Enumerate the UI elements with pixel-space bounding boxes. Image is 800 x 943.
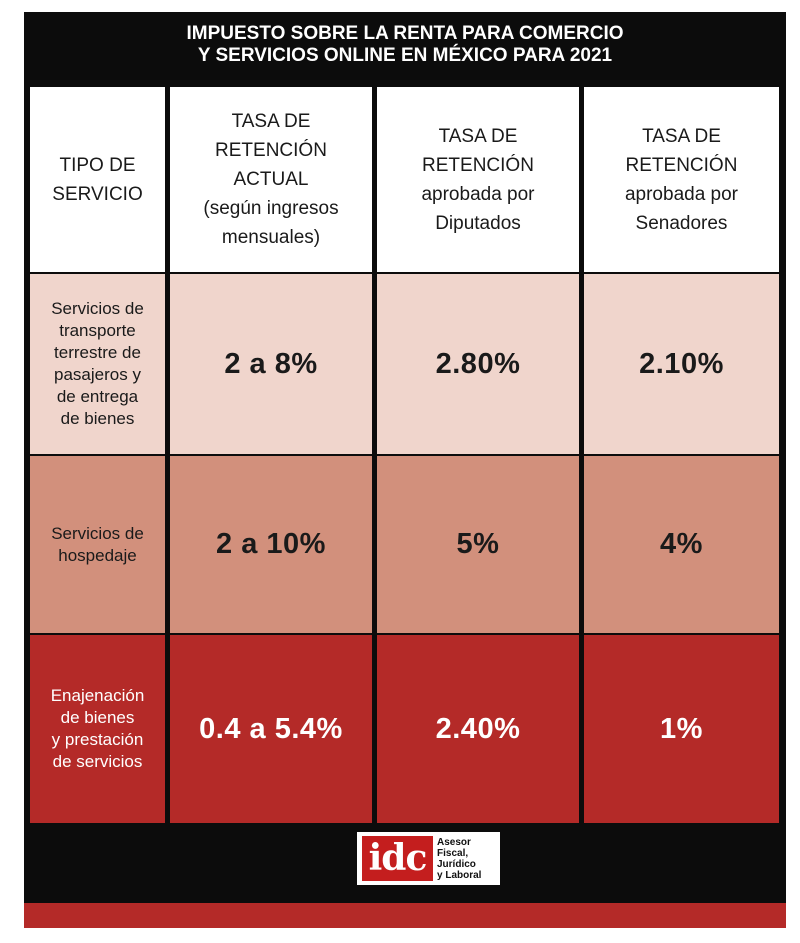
- header-text: RETENCIÓN: [215, 140, 327, 161]
- row-1-tasa-diputados: 2.80%: [377, 274, 579, 454]
- service-text: transporte: [59, 321, 136, 340]
- header-tipo-servicio: TIPO DE SERVICIO: [30, 87, 165, 272]
- title-line-1: IMPUESTO SOBRE LA RENTA PARA COMERCIO: [186, 23, 624, 44]
- header-text: TIPO DE: [59, 154, 136, 176]
- row-2-tasa-diputados: 5%: [377, 456, 579, 633]
- infographic-frame: IMPUESTO SOBRE LA RENTA PARA COMERCIO Y …: [24, 12, 786, 928]
- service-text: de servicios: [52, 752, 143, 771]
- logo-line: y Laboral: [437, 869, 482, 881]
- service-text: Enajenación: [50, 686, 145, 705]
- row-2-tasa-senadores: 4%: [584, 456, 779, 633]
- header-text: ACTUAL: [233, 169, 309, 190]
- header-text: SERVICIO: [52, 183, 143, 205]
- row-3-service: Enajenación de bienes y prestación de se…: [30, 635, 165, 823]
- header-tasa-diputados: TASA DE RETENCIÓN aprobada por Diputados: [377, 87, 579, 272]
- logo-line: Fiscal,: [437, 847, 469, 859]
- service-text: hospedaje: [58, 545, 137, 565]
- service-text: Servicios de: [51, 523, 144, 543]
- header-text: TASA DE: [642, 125, 721, 147]
- row-2-service: Servicios de hospedaje: [30, 456, 165, 633]
- service-text: y prestación: [51, 730, 144, 749]
- header-text: (según ingresos: [203, 198, 339, 219]
- header-tasa-senadores: TASA DE RETENCIÓN aprobada por Senadores: [584, 87, 779, 272]
- idc-logo-mark: idc: [362, 836, 433, 881]
- logo-line: Asesor: [437, 836, 471, 848]
- service-text: Servicios de: [51, 299, 144, 318]
- row-1-tasa-actual: 2 a 8%: [170, 274, 372, 454]
- header-text: mensuales): [221, 227, 321, 248]
- header-text: aprobada por: [421, 183, 535, 205]
- row-1-tasa-senadores: 2.10%: [584, 274, 779, 454]
- row-3-tasa-senadores: 1%: [584, 635, 779, 823]
- service-text: de entrega: [56, 387, 139, 406]
- idc-logo: idc Asesor Fiscal, Jurídico y Laboral: [357, 832, 500, 885]
- row-3-tasa-actual: 0.4 a 5.4%: [170, 635, 372, 823]
- header-text: TASA DE: [438, 125, 518, 147]
- header-tasa-actual: TASA DE RETENCIÓN ACTUAL (según ingresos…: [170, 87, 372, 272]
- header-text: Diputados: [435, 212, 521, 234]
- logo-line: Jurídico: [437, 858, 476, 870]
- bottom-red-bar: [24, 903, 786, 928]
- header-text: RETENCIÓN: [422, 154, 534, 176]
- service-text: de bienes: [60, 409, 135, 428]
- row-2-tasa-actual: 2 a 10%: [170, 456, 372, 633]
- header-text: aprobada por: [624, 183, 739, 205]
- title-line-2: Y SERVICIOS ONLINE EN MÉXICO PARA 2021: [197, 45, 613, 66]
- service-text: terrestre de: [54, 343, 141, 362]
- service-text: de bienes: [60, 708, 135, 727]
- header-text: RETENCIÓN: [625, 154, 738, 176]
- row-3-tasa-diputados: 2.40%: [377, 635, 579, 823]
- header-text: Senadores: [635, 212, 728, 234]
- row-1-service: Servicios de transporte terrestre de pas…: [30, 274, 165, 454]
- header-text: TASA DE: [231, 111, 311, 132]
- infographic-title: IMPUESTO SOBRE LA RENTA PARA COMERCIO Y …: [24, 12, 786, 78]
- idc-logo-text: Asesor Fiscal, Jurídico y Laboral: [437, 837, 481, 881]
- service-text: pasajeros y: [54, 365, 141, 384]
